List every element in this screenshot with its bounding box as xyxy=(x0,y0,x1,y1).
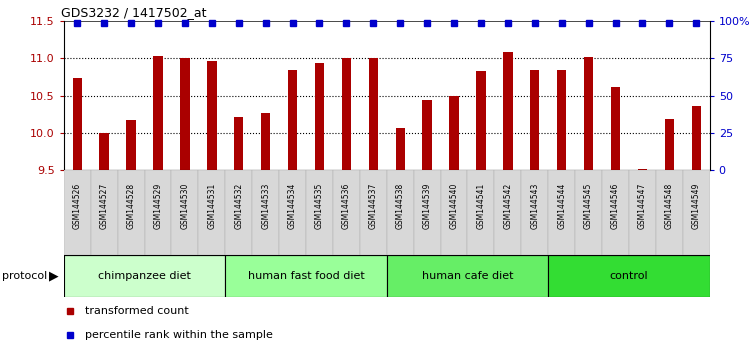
Text: GSM144532: GSM144532 xyxy=(234,183,243,229)
Bar xyxy=(557,70,566,170)
Bar xyxy=(414,170,441,255)
Bar xyxy=(692,106,701,170)
Bar xyxy=(530,70,539,170)
Bar xyxy=(207,61,216,170)
Text: GSM144535: GSM144535 xyxy=(315,183,324,229)
Bar xyxy=(387,255,548,297)
Text: GSM144529: GSM144529 xyxy=(153,183,162,229)
Text: GSM144533: GSM144533 xyxy=(261,183,270,229)
Bar xyxy=(360,170,387,255)
Text: chimpanzee diet: chimpanzee diet xyxy=(98,271,191,281)
Bar xyxy=(656,170,683,255)
Bar xyxy=(153,56,163,170)
Text: GSM144541: GSM144541 xyxy=(476,183,485,229)
Bar xyxy=(548,255,710,297)
Text: GSM144540: GSM144540 xyxy=(450,183,459,229)
Bar xyxy=(261,113,270,170)
Bar xyxy=(441,170,467,255)
Text: GSM144539: GSM144539 xyxy=(423,183,432,229)
Bar xyxy=(126,120,136,170)
Bar xyxy=(118,170,144,255)
Bar xyxy=(252,170,279,255)
Text: GSM144531: GSM144531 xyxy=(207,183,216,229)
Bar xyxy=(333,170,360,255)
Bar xyxy=(144,170,171,255)
Bar xyxy=(225,255,387,297)
Bar xyxy=(467,170,494,255)
Bar xyxy=(198,170,225,255)
Text: GSM144547: GSM144547 xyxy=(638,183,647,229)
Bar xyxy=(584,57,593,170)
Bar xyxy=(503,52,513,170)
Bar xyxy=(288,70,297,170)
Bar xyxy=(521,170,548,255)
Bar xyxy=(306,170,333,255)
Text: GSM144536: GSM144536 xyxy=(342,183,351,229)
Text: GSM144544: GSM144544 xyxy=(557,183,566,229)
Bar xyxy=(369,58,378,170)
Bar xyxy=(225,170,252,255)
Bar xyxy=(611,87,620,170)
Text: human fast food diet: human fast food diet xyxy=(248,271,364,281)
Text: GDS3232 / 1417502_at: GDS3232 / 1417502_at xyxy=(61,6,206,19)
Text: human cafe diet: human cafe diet xyxy=(422,271,513,281)
Bar xyxy=(91,170,118,255)
Bar xyxy=(396,127,405,170)
Bar xyxy=(64,255,225,297)
Text: percentile rank within the sample: percentile rank within the sample xyxy=(85,330,273,339)
Text: GSM144537: GSM144537 xyxy=(369,183,378,229)
Text: GSM144549: GSM144549 xyxy=(692,183,701,229)
Bar xyxy=(476,71,486,170)
Bar xyxy=(279,170,306,255)
Bar xyxy=(422,100,432,170)
Text: control: control xyxy=(610,271,648,281)
Bar xyxy=(387,170,414,255)
Bar xyxy=(99,133,109,170)
Text: GSM144545: GSM144545 xyxy=(584,183,593,229)
Text: GSM144546: GSM144546 xyxy=(611,183,620,229)
Text: GSM144548: GSM144548 xyxy=(665,183,674,229)
Bar xyxy=(602,170,629,255)
Bar xyxy=(494,170,521,255)
Bar xyxy=(665,119,674,170)
Bar xyxy=(575,170,602,255)
Bar xyxy=(638,169,647,170)
Bar xyxy=(180,58,190,170)
Bar xyxy=(342,58,351,170)
Text: GSM144527: GSM144527 xyxy=(100,183,109,229)
Text: GSM144530: GSM144530 xyxy=(180,183,189,229)
Bar xyxy=(315,63,324,170)
Bar xyxy=(548,170,575,255)
Text: GSM144538: GSM144538 xyxy=(396,183,405,229)
Text: protocol: protocol xyxy=(2,271,47,281)
Text: GSM144543: GSM144543 xyxy=(530,183,539,229)
Text: GSM144534: GSM144534 xyxy=(288,183,297,229)
Bar xyxy=(73,79,82,170)
Bar xyxy=(234,117,243,170)
Text: GSM144542: GSM144542 xyxy=(503,183,512,229)
Bar xyxy=(629,170,656,255)
Text: GSM144528: GSM144528 xyxy=(127,183,136,229)
Text: GSM144526: GSM144526 xyxy=(73,183,82,229)
Text: transformed count: transformed count xyxy=(85,306,189,316)
Bar xyxy=(64,170,91,255)
Bar xyxy=(683,170,710,255)
Bar xyxy=(171,170,198,255)
Text: ▶: ▶ xyxy=(49,270,59,282)
Bar xyxy=(449,96,459,170)
